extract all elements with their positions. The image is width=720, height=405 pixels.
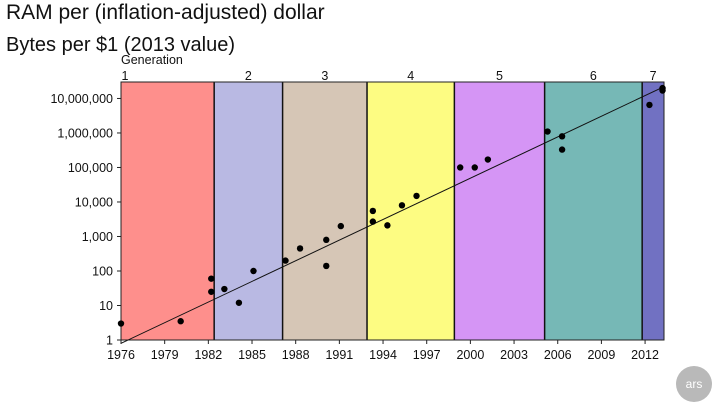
data-point bbox=[235, 299, 243, 306]
generation-number-4: 4 bbox=[407, 69, 414, 83]
generation-band-3 bbox=[282, 82, 368, 340]
x-tick-label: 2009 bbox=[587, 348, 615, 362]
data-point bbox=[337, 222, 345, 230]
x-tick-label: 1988 bbox=[282, 348, 310, 362]
generation-band-4 bbox=[367, 82, 455, 340]
y-tick-label: 10,000,000 bbox=[50, 92, 113, 106]
x-tick-label: 1991 bbox=[325, 348, 353, 362]
x-tick-label: 1982 bbox=[194, 348, 222, 362]
x-tick-label: 1976 bbox=[107, 348, 135, 362]
x-tick-label: 1997 bbox=[413, 348, 441, 362]
data-point bbox=[456, 164, 464, 171]
y-tick-label: 1,000 bbox=[82, 230, 113, 244]
generation-number-5: 5 bbox=[496, 69, 503, 83]
data-point bbox=[413, 192, 420, 200]
chart-subtitle: Bytes per $1 (2013 value) bbox=[6, 34, 236, 56]
data-point bbox=[384, 222, 391, 229]
data-point bbox=[471, 164, 478, 171]
data-point bbox=[282, 257, 289, 264]
data-point bbox=[208, 275, 215, 282]
y-tick-label: 100,000 bbox=[68, 161, 113, 175]
x-tick-label: 1979 bbox=[151, 348, 179, 362]
generation-number-6: 6 bbox=[590, 69, 597, 83]
data-point bbox=[177, 318, 184, 325]
generation-number-1: 1 bbox=[122, 69, 129, 83]
y-tick-label: 1 bbox=[106, 334, 113, 348]
generation-heading: Generation bbox=[121, 53, 183, 67]
generation-number-3: 3 bbox=[321, 69, 328, 83]
x-tick-label: 2006 bbox=[544, 348, 572, 362]
data-point bbox=[484, 156, 492, 163]
trend-line bbox=[120, 86, 665, 344]
data-point bbox=[208, 288, 215, 295]
data-point bbox=[558, 133, 566, 140]
x-tick-label: 2003 bbox=[500, 348, 528, 362]
data-point bbox=[369, 207, 377, 215]
data-point bbox=[221, 285, 228, 293]
generation-band-1 bbox=[121, 82, 215, 340]
generation-band-5 bbox=[454, 82, 545, 340]
y-tick-label: 10 bbox=[99, 299, 113, 313]
chart-title: RAM per (inflation-adjusted) dollar bbox=[6, 1, 325, 24]
data-point bbox=[323, 262, 330, 270]
x-tick-label: 1994 bbox=[369, 348, 397, 362]
generation-number-2: 2 bbox=[245, 69, 252, 83]
y-tick-label: 100 bbox=[92, 264, 113, 278]
generation-band-7 bbox=[642, 82, 664, 340]
y-tick-label: 1,000,000 bbox=[57, 126, 113, 140]
data-point bbox=[323, 236, 330, 244]
data-point bbox=[659, 87, 666, 94]
data-point bbox=[296, 245, 304, 252]
x-tick-label: 2000 bbox=[456, 348, 484, 362]
data-point bbox=[646, 101, 653, 109]
data-point bbox=[369, 218, 377, 225]
generation-number-7: 7 bbox=[650, 69, 657, 83]
data-point bbox=[250, 267, 257, 275]
plot-frame bbox=[120, 81, 665, 341]
x-tick-label: 2012 bbox=[631, 348, 659, 362]
ars-logo: ars bbox=[676, 366, 712, 402]
generation-band-2 bbox=[214, 82, 283, 340]
data-point bbox=[117, 320, 125, 327]
y-tick-label: 10,000 bbox=[75, 195, 113, 209]
generation-band-6 bbox=[544, 82, 643, 340]
data-point bbox=[558, 146, 566, 153]
data-point bbox=[398, 202, 406, 209]
x-tick-label: 1985 bbox=[238, 348, 266, 362]
data-point bbox=[544, 128, 551, 135]
